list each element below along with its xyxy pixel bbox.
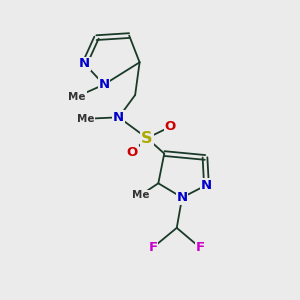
Text: O: O: [165, 120, 176, 133]
Text: S: S: [141, 130, 153, 146]
Text: Me: Me: [77, 114, 95, 124]
Text: N: N: [79, 57, 90, 70]
Text: O: O: [127, 146, 138, 159]
Text: Me: Me: [68, 92, 86, 101]
Text: N: N: [201, 178, 212, 192]
Text: N: N: [113, 111, 124, 124]
Text: Me: Me: [132, 190, 149, 200]
Text: F: F: [148, 241, 158, 254]
Text: F: F: [195, 241, 205, 254]
Text: N: N: [98, 78, 110, 91]
Text: N: N: [176, 191, 188, 204]
